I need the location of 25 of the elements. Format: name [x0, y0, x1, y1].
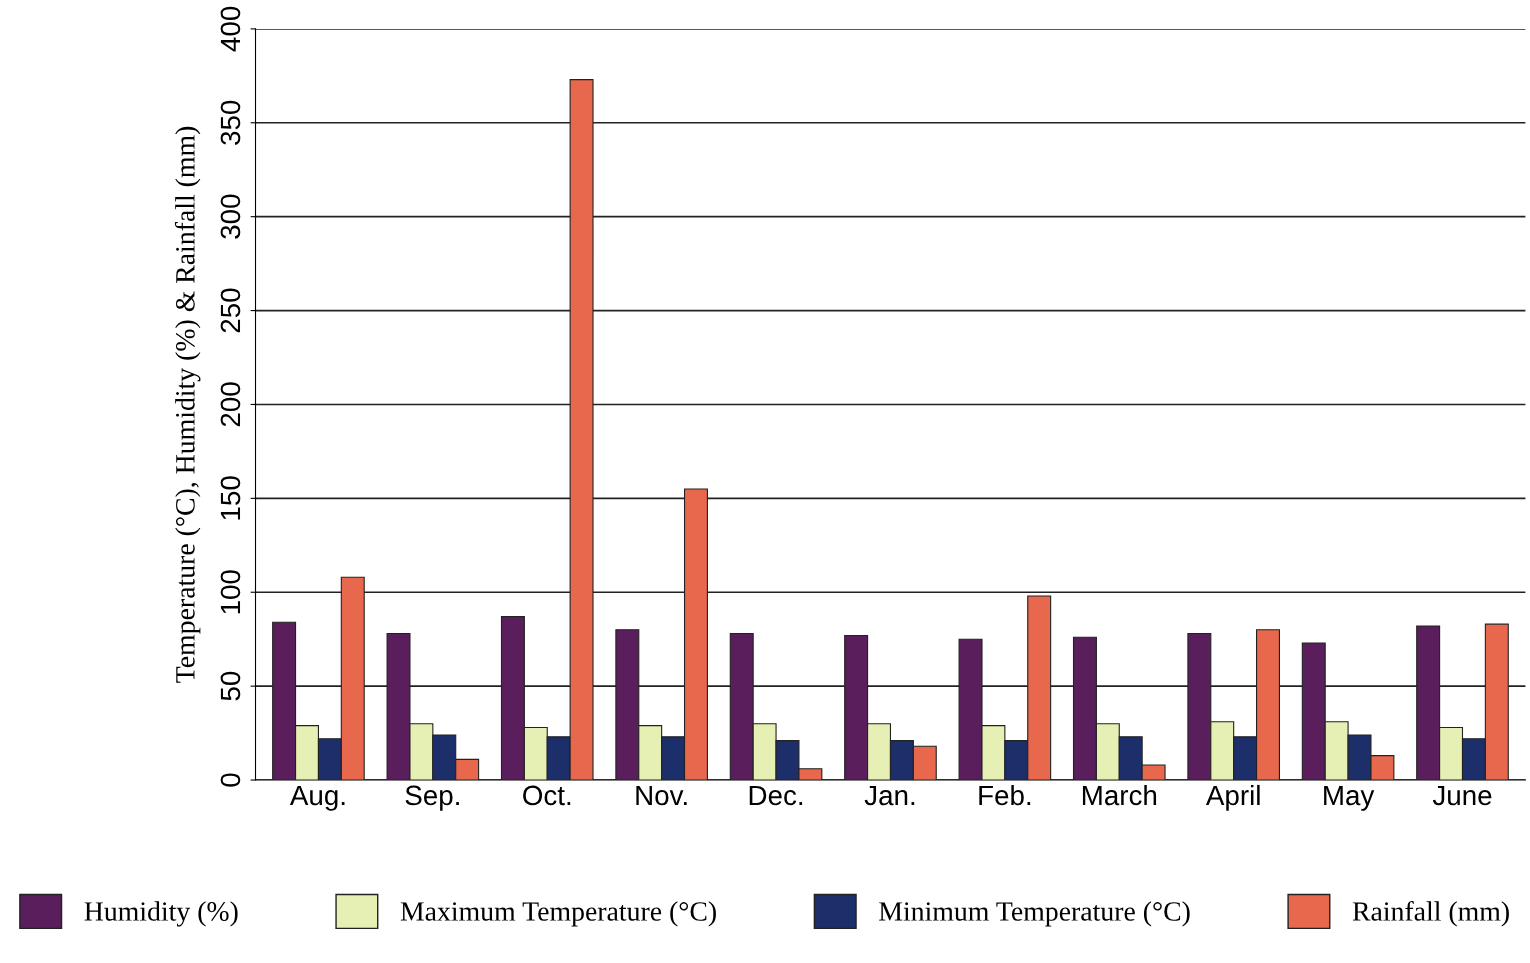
legend-label: Minimum Temperature (°C): [879, 901, 1190, 927]
legend-label: Rainfall (mm): [1352, 901, 1509, 927]
x-tick-label: Sep.: [405, 785, 459, 811]
y-tick-label: 100: [220, 570, 241, 614]
x-tick-label: Feb.: [979, 784, 1031, 806]
legend-label: Humidity (%): [84, 901, 238, 927]
x-tick-label: April: [1205, 784, 1260, 811]
y-tick-label: 250: [220, 288, 241, 333]
y-tick-label: 0: [220, 773, 241, 787]
x-tick-label: Dec.: [749, 785, 803, 806]
y-tick-label: 300: [220, 194, 241, 239]
x-tick-label: March: [1082, 784, 1157, 806]
legend-label: Maximum Temperature (°C): [400, 901, 716, 927]
y-tick-label: 150: [220, 476, 241, 520]
x-tick-label: Nov.: [636, 785, 687, 806]
y-tick-label: 350: [220, 100, 241, 145]
x-tick-label: Jan.: [864, 785, 915, 806]
x-tick-label: Oct.: [523, 785, 571, 806]
x-tick-label: May: [1324, 785, 1375, 811]
y-tick-label: 200: [220, 382, 241, 427]
y-tick-label: 400: [220, 6, 241, 52]
y-tick-label: 50: [220, 671, 241, 701]
x-tick-label: June: [1432, 785, 1492, 806]
x-tick-label: Aug.: [289, 785, 345, 811]
y-axis-title: Temperature (°C), Humidity (%) & Rainfall (mm): [174, 126, 201, 683]
